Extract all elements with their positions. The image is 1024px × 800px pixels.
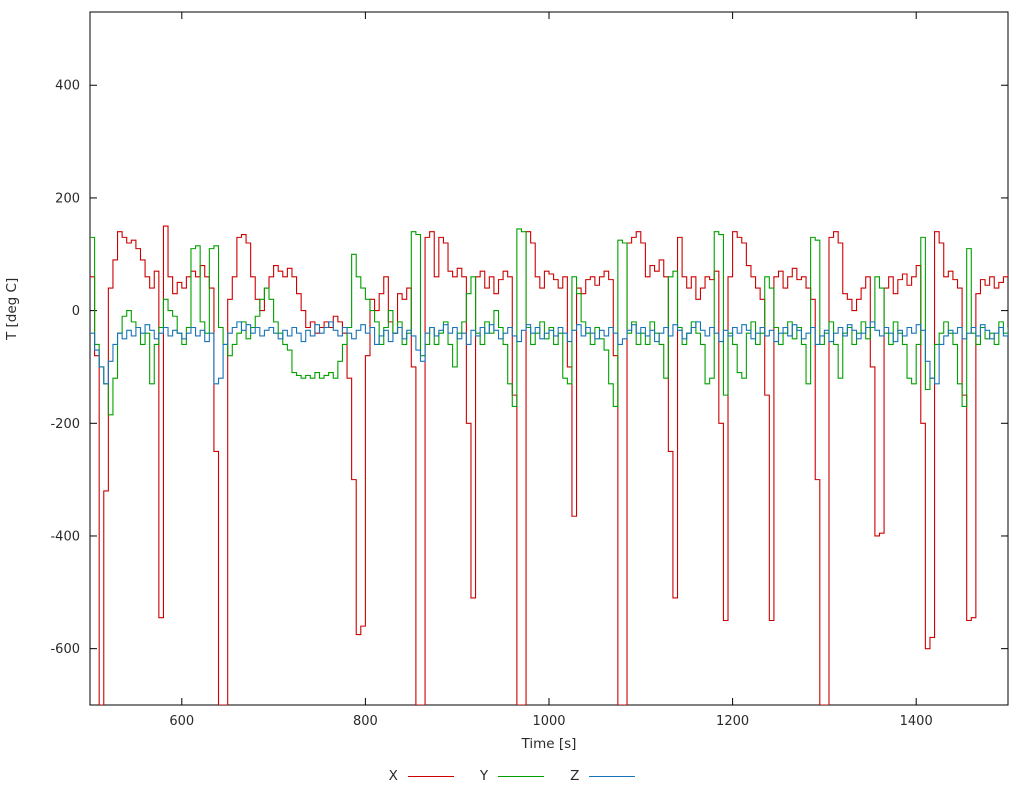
y-tick-label: 0 [72,304,80,319]
y-tick-label: 200 [55,191,80,206]
x-tick-label: 1200 [716,714,749,729]
legend-line-sample-y [498,775,545,777]
series-line-x [90,225,1008,705]
legend-label-x: X [388,768,398,784]
legend-line-sample-z [589,775,636,777]
y-tick-label: -600 [50,642,80,657]
series-line-y [90,228,1008,416]
series-line-z [90,321,1008,385]
y-tick-label: -400 [50,529,80,544]
x-ticks-group: 600 800 1000 1200 1400 [169,12,933,729]
x-axis-label: Time [s] [521,736,577,752]
y-ticks-group: -600 -400 -200 0 200 400 [50,79,1008,657]
y-tick-label: -200 [50,417,80,432]
x-tick-label: 600 [169,714,194,729]
legend-line-sample-x [407,775,454,777]
x-tick-label: 1400 [900,714,933,729]
y-tick-label: 400 [55,79,80,94]
legend: X Y Z [0,768,1024,784]
legend-label-z: Z [570,768,580,784]
legend-item-x: X [389,768,454,784]
x-tick-label: 1000 [532,714,565,729]
x-tick-label: 800 [353,714,378,729]
series-group [90,225,1008,705]
legend-label-y: Y [479,768,489,784]
y-axis-label: T [deg C] [4,277,20,340]
legend-item-z: Z [570,768,636,784]
legend-item-y: Y [479,768,545,784]
